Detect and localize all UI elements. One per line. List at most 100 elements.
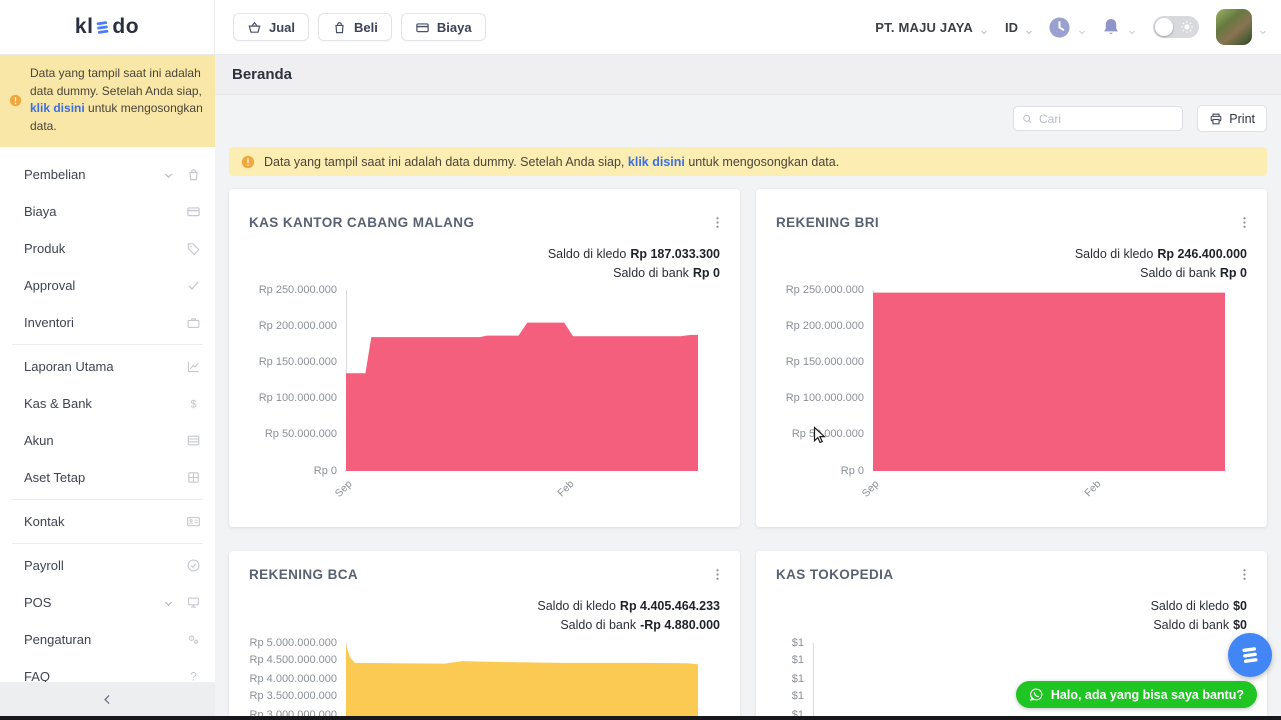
y-axis-tick: Rp 50.000.000 bbox=[791, 428, 864, 441]
sidebar-collapse-button[interactable] bbox=[0, 682, 215, 716]
search-box bbox=[1013, 106, 1184, 131]
balance-label: Saldo di kledo bbox=[537, 599, 616, 613]
card-menu-button[interactable] bbox=[1235, 213, 1253, 231]
sidebar-item-faq[interactable]: FAQ? bbox=[0, 658, 215, 695]
card-menu-button[interactable] bbox=[1235, 565, 1253, 583]
search-icon bbox=[1023, 114, 1032, 123]
clear-data-link[interactable]: klik disini bbox=[627, 154, 685, 169]
sidebar-item-pos[interactable]: POS bbox=[0, 584, 215, 621]
sidebar-item-approval[interactable]: Approval bbox=[0, 267, 215, 304]
balance-line: Saldo di kledo $0 bbox=[1151, 597, 1247, 616]
y-axis-tick: Rp 4.500.000.000 bbox=[249, 654, 337, 667]
svg-text:?: ? bbox=[190, 671, 197, 684]
kebab-menu-icon bbox=[715, 216, 719, 228]
printer-icon bbox=[1210, 113, 1222, 124]
user-avatar[interactable] bbox=[1216, 9, 1252, 45]
sidebar-item-pembelian[interactable]: Pembelian bbox=[0, 156, 215, 193]
sidebar-divider bbox=[12, 499, 203, 500]
y-axis-tick: Rp 3.500.000.000 bbox=[249, 690, 337, 703]
sidebar: Data yang tampil saat ini adalah data du… bbox=[0, 55, 215, 720]
x-axis-tick: Feb bbox=[1081, 478, 1104, 500]
warning-info-icon bbox=[241, 155, 255, 168]
notifications-bell-icon[interactable] bbox=[1101, 16, 1121, 39]
balance-label: Saldo di bank bbox=[613, 266, 689, 280]
whatsapp-chat-button[interactable]: Halo, ada yang bisa saya bantu? bbox=[1015, 681, 1257, 708]
sidebar-item-label: Pengaturan bbox=[24, 632, 92, 647]
chevron-down-icon bbox=[1078, 23, 1086, 35]
sidebar-item-label: Approval bbox=[24, 278, 76, 293]
balance-label: Saldo di kledo bbox=[547, 247, 627, 261]
search-input[interactable] bbox=[1038, 111, 1175, 126]
print-label: Print bbox=[1229, 111, 1255, 126]
beli-button[interactable]: Beli bbox=[318, 13, 392, 41]
balance-value: Rp 187.033.300 bbox=[630, 247, 720, 261]
sidebar-item-produk[interactable]: Produk bbox=[0, 230, 215, 267]
card-menu-button[interactable] bbox=[708, 213, 726, 231]
balance-line: Saldo di kledo Rp 187.033.300 bbox=[548, 245, 720, 264]
kebab-menu-icon bbox=[715, 568, 719, 580]
y-axis-line bbox=[346, 643, 347, 720]
jual-button[interactable]: Jual bbox=[233, 13, 310, 41]
y-axis-tick: Rp 250.000.000 bbox=[258, 283, 337, 296]
whatsapp-icon bbox=[1029, 688, 1043, 701]
card-menu-button[interactable] bbox=[708, 565, 726, 583]
sidebar-item-label: Biaya bbox=[24, 204, 57, 219]
balance-label: Saldo di bank bbox=[1153, 618, 1230, 632]
balance-chart: Rp 250.000.000 Rp 200.000.000 Rp 150.000.0… bbox=[756, 189, 1267, 527]
dark-mode-toggle[interactable] bbox=[1153, 16, 1199, 38]
button-label: Jual bbox=[269, 19, 296, 35]
balance-line: Saldo di bank -Rp 4.880.000 bbox=[537, 616, 720, 635]
sidebar-item-akun[interactable]: Akun bbox=[0, 422, 215, 459]
card-balances: Saldo di kledo Rp 4.405.464.233 Saldo di b… bbox=[537, 597, 720, 635]
clear-data-link[interactable]: klik disini bbox=[30, 101, 85, 115]
kledo-glyph-icon bbox=[1242, 647, 1258, 663]
notice-text: Data yang tampil saat ini adalah data du… bbox=[30, 66, 202, 98]
page-header: Beranda bbox=[215, 55, 1281, 95]
y-axis-tick: Rp 150.000.000 bbox=[258, 355, 337, 368]
chevron-down-icon bbox=[980, 23, 988, 35]
sidebar-item-inventori[interactable]: Inventori bbox=[0, 304, 215, 341]
biaya-button[interactable]: Biaya bbox=[400, 13, 486, 41]
kledo-glyph-icon bbox=[94, 18, 111, 37]
check-circle-icon bbox=[187, 559, 200, 572]
balance-value: Rp 4.405.464.233 bbox=[619, 599, 720, 613]
credit-card-icon bbox=[416, 22, 429, 32]
credit-card-icon bbox=[187, 207, 200, 217]
chevron-down-icon bbox=[1025, 23, 1033, 35]
chevron-down-icon bbox=[1259, 23, 1267, 35]
sidebar-item-biaya[interactable]: Biaya bbox=[0, 193, 215, 230]
account-card-kas-kantor-cabang-malang: KAS KANTOR CABANG MALANG Saldo di kledo Rp… bbox=[229, 189, 740, 527]
sidebar-item-kas-bank[interactable]: Kas & Bank $ bbox=[0, 385, 215, 422]
area-series bbox=[873, 292, 1225, 471]
sidebar-item-laporan-utama[interactable]: Laporan Utama bbox=[0, 348, 215, 385]
sidebar-item-pengaturan[interactable]: Pengaturan bbox=[0, 621, 215, 658]
window-bottom-edge bbox=[0, 716, 1281, 720]
print-button[interactable]: Print bbox=[1197, 105, 1267, 132]
card-title: KAS TOKOPEDIA bbox=[776, 567, 894, 582]
notice-text: untuk mengosongkan data. bbox=[30, 101, 203, 133]
balance-label: Saldo di kledo bbox=[1150, 599, 1230, 613]
chart-line-icon bbox=[187, 361, 199, 373]
logo-text-post: do bbox=[112, 15, 140, 38]
y-axis-tick: Rp 50.000.000 bbox=[264, 428, 337, 441]
history-clock-icon[interactable] bbox=[1048, 16, 1071, 39]
kledo-logo[interactable]: kl do bbox=[75, 15, 139, 39]
chat-launcher-button[interactable] bbox=[1228, 633, 1272, 677]
x-axis-tick: Sep bbox=[859, 478, 882, 500]
sidebar-item-kontak[interactable]: Kontak bbox=[0, 503, 215, 540]
sidebar-item-label: Kas & Bank bbox=[24, 396, 92, 411]
sidebar-item-aset-tetap[interactable]: Aset Tetap bbox=[0, 459, 215, 496]
logo-text-pre: kl bbox=[74, 15, 94, 38]
balance-value: Rp 0 bbox=[692, 266, 720, 280]
language-selector[interactable]: ID bbox=[1005, 19, 1018, 35]
balance-label: Saldo di bank bbox=[560, 618, 637, 632]
company-selector[interactable]: PT. MAJU JAYA bbox=[875, 19, 973, 35]
sidebar-item-payroll[interactable]: Payroll bbox=[0, 547, 215, 584]
sun-icon bbox=[1180, 20, 1194, 34]
card-title: KAS KANTOR CABANG MALANG bbox=[249, 215, 475, 230]
balance-label: Saldo di bank bbox=[1140, 266, 1216, 280]
table-icon bbox=[187, 435, 200, 446]
card-title: REKENING BCA bbox=[249, 567, 359, 582]
y-axis-tick: $1 bbox=[791, 654, 804, 667]
sidebar-item-label: Payroll bbox=[24, 558, 64, 573]
